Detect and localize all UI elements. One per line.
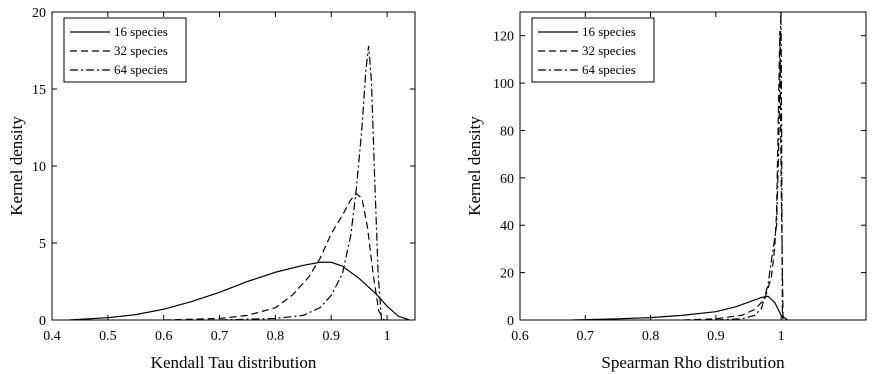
series-line-32-species — [163, 192, 385, 320]
y-axis-label: Kernel density — [7, 116, 26, 216]
x-tick-label: 1 — [384, 329, 391, 344]
series-line-64-species — [219, 45, 383, 320]
legend-box — [63, 17, 187, 83]
series-line-32-species — [683, 30, 784, 320]
legend-entry-label: 16 species — [114, 24, 168, 39]
legend-entry-label: 16 species — [582, 24, 636, 39]
y-tick-label: 60 — [500, 172, 514, 187]
x-tick-label: 0.8 — [642, 329, 660, 344]
x-tick-label: 0.9 — [707, 329, 725, 344]
x-tick-label: 0.6 — [155, 329, 173, 344]
legend-entry-label: 32 species — [582, 43, 636, 58]
legend: 16 species 32 species 64 species — [63, 17, 187, 83]
y-tick-label: 5 — [39, 237, 46, 252]
y-tick-label: 0 — [507, 314, 514, 329]
x-tick-label: 0.4 — [43, 329, 61, 344]
y-tick-label: 120 — [493, 30, 514, 45]
y-tick-label: 40 — [500, 219, 514, 234]
plot-area-frame — [519, 11, 867, 321]
legend: 16 species 32 species 64 species — [531, 17, 655, 83]
x-tick-label: 0.8 — [267, 329, 285, 344]
series-line-64-species — [715, 12, 784, 320]
x-tick-label: 0.7 — [211, 329, 229, 344]
y-tick-label: 0 — [39, 314, 46, 329]
y-tick-label: 10 — [32, 160, 46, 175]
x-axis-label: Spearman Rho distribution — [601, 353, 785, 372]
x-tick-label: 0.9 — [322, 329, 340, 344]
x-tick-label: 0.6 — [511, 329, 529, 344]
series-line-16-species — [572, 295, 789, 320]
y-tick-label: 20 — [500, 267, 514, 282]
y-tick-label: 100 — [493, 77, 514, 92]
y-tick-label: 80 — [500, 124, 514, 139]
legend-box — [531, 17, 655, 83]
legend-entry-label: 32 species — [114, 43, 168, 58]
x-tick-label: 1 — [778, 329, 785, 344]
y-tick-label: 15 — [32, 83, 46, 98]
x-tick-label: 0.7 — [577, 329, 595, 344]
x-axis-label: Kendall Tau distribution — [151, 353, 317, 372]
legend-entry-label: 64 species — [582, 62, 636, 77]
y-axis-label: Kernel density — [465, 116, 484, 216]
spearman-rho-panel: 0.6 0.7 0.8 0.9 1 0 20 40 60 80 100 120 Spearman Rho… — [465, 11, 867, 372]
x-tick-label: 0.5 — [99, 329, 117, 344]
series-line-16-species — [68, 261, 410, 320]
y-tick-label: 20 — [32, 6, 46, 21]
legend-entry-label: 64 species — [114, 62, 168, 77]
